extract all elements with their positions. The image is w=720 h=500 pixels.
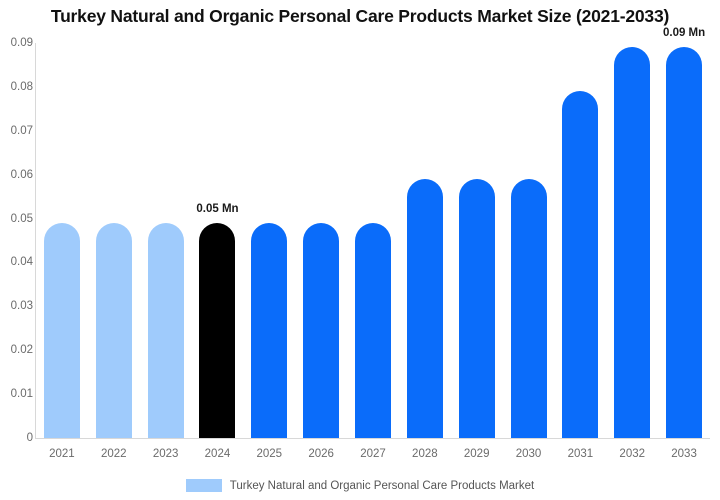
bar-value-label-2033: 0.09 Mn: [662, 27, 706, 40]
y-axis: 0 0.01 0.02 0.03 0.04 0.05 0.06 0.07 0.08 0.09: [0, 0, 33, 500]
bar-2021[interactable]: [43, 222, 80, 438]
x-axis-tick-label-2030: 2030: [515, 448, 542, 460]
bar-group: 2030: [503, 0, 555, 500]
x-axis-tick-label-2032: 2032: [619, 448, 646, 460]
chart-title: Turkey Natural and Organic Personal Care…: [50, 6, 670, 26]
x-axis-tick-label-2026: 2026: [308, 448, 334, 460]
x-axis-tick-label-2023: 2023: [152, 448, 179, 460]
x-axis-tick-label-2024: 2024: [204, 448, 231, 460]
bar-2031[interactable]: [562, 91, 599, 438]
bar-group: 2032: [606, 0, 658, 500]
y-axis-tick-label: 0.07: [10, 124, 33, 137]
bar-2024[interactable]: [199, 222, 236, 438]
bar-group: 2028: [399, 0, 451, 500]
bar-2026[interactable]: [303, 222, 340, 438]
x-axis-tick-label-2025: 2025: [256, 448, 283, 460]
bar-group: 2025: [243, 0, 295, 500]
bar-2022[interactable]: [95, 222, 132, 438]
bar-2023[interactable]: [147, 222, 184, 438]
bar-2030[interactable]: [510, 179, 547, 438]
bar-2029[interactable]: [458, 179, 495, 438]
bar-group: 2026: [295, 0, 347, 500]
legend-swatch-icon: [185, 479, 222, 492]
x-axis-tick-label-2033: 2033: [671, 448, 697, 460]
bar-2027[interactable]: [354, 222, 391, 438]
x-axis-line: [35, 438, 710, 439]
y-axis-tick-label: 0: [26, 432, 33, 444]
legend-label: Turkey Natural and Organic Personal Care…: [229, 479, 535, 492]
chart-legend: Turkey Natural and Organic Personal Care…: [0, 479, 720, 492]
x-axis-tick-label-2021: 2021: [49, 448, 75, 460]
y-axis-tick-label: 0.09: [10, 37, 33, 49]
x-axis-tick-label-2031: 2031: [567, 448, 594, 460]
bar-group: 2023: [140, 0, 192, 500]
bar-group: 2031: [554, 0, 606, 500]
bar-group: 0.05 Mn 2024: [192, 0, 244, 500]
y-axis-tick-label: 0.08: [10, 80, 33, 93]
y-axis-line: [35, 43, 36, 439]
y-axis-tick-label: 0.06: [10, 168, 33, 181]
y-axis-tick-label: 0.04: [10, 256, 33, 269]
x-axis-tick-label-2022: 2022: [100, 448, 127, 460]
x-axis-tick-label-2027: 2027: [360, 448, 386, 460]
x-axis-tick-label-2029: 2029: [463, 448, 490, 460]
bar-group: 2022: [88, 0, 140, 500]
bar-2033[interactable]: [666, 47, 703, 438]
x-axis-tick-label-2028: 2028: [412, 448, 438, 460]
bar-group: 0.09 Mn 2033: [658, 0, 710, 500]
y-axis-tick-label: 0.02: [10, 344, 33, 357]
y-axis-tick-label: 0.01: [10, 388, 33, 401]
y-axis-tick-label: 0.05: [10, 212, 33, 225]
bar-2032[interactable]: [614, 47, 651, 438]
bar-group: 2027: [347, 0, 399, 500]
bar-group: 2029: [451, 0, 503, 500]
bar-group: 2021: [36, 0, 88, 500]
y-axis-tick-label: 0.03: [10, 300, 33, 313]
bar-2025[interactable]: [251, 222, 288, 438]
bar-value-label-2024: 0.05 Mn: [196, 202, 239, 215]
bar-2028[interactable]: [406, 179, 443, 438]
